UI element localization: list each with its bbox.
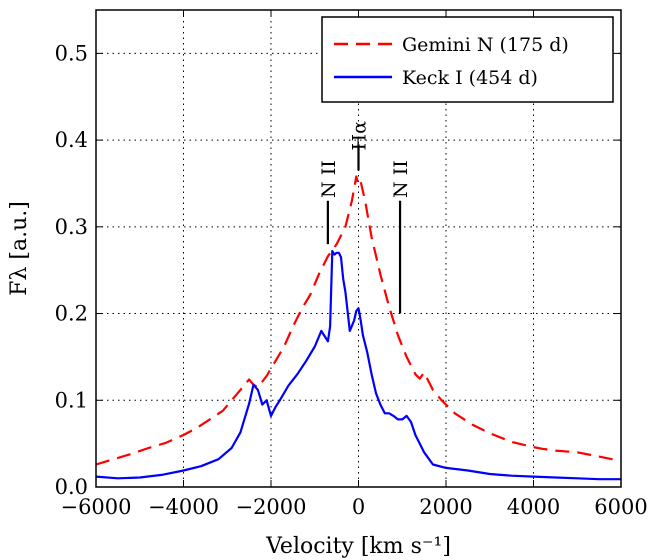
y-tick-label: 0.0	[55, 475, 88, 499]
line-annotations: N II Hα N II	[318, 121, 412, 314]
x-tick-label: −2000	[235, 495, 306, 519]
series-line-gemini	[95, 175, 622, 466]
legend-label-keck: Keck I (454 d)	[402, 67, 538, 89]
legend-box	[321, 16, 614, 103]
annotation-label: Hα	[349, 121, 371, 151]
y-tick-label: 0.5	[55, 41, 88, 65]
series-line-keck	[95, 250, 621, 481]
y-tick-label: 0.3	[55, 215, 88, 239]
axis-ticks: −6000 −4000 −2000 0 2000 4000 6000 0.0 0.1 0.2 0.3…	[55, 10, 648, 519]
x-tick-label: 4000	[507, 495, 560, 519]
x-tick-label: −4000	[148, 495, 219, 519]
x-tick-label: 6000	[594, 495, 647, 519]
y-tick-label: 0.4	[55, 128, 88, 152]
x-axis-label: Velocity [km s⁻¹]	[265, 534, 451, 559]
series-layer	[95, 175, 622, 481]
y-tick-label: 0.2	[55, 302, 88, 326]
legend: Gemini N (175 d) Keck I (454 d)	[321, 16, 614, 103]
legend-label-gemini: Gemini N (175 d)	[402, 34, 569, 56]
annotation-label: N II	[390, 160, 412, 198]
x-tick-label: 2000	[419, 495, 472, 519]
annotation-label: N II	[318, 160, 340, 198]
x-tick-label: −6000	[60, 495, 131, 519]
x-tick-label: 0	[352, 495, 365, 519]
y-axis-label: Fλ [a.u.]	[7, 201, 32, 296]
y-tick-label: 0.1	[55, 388, 88, 412]
